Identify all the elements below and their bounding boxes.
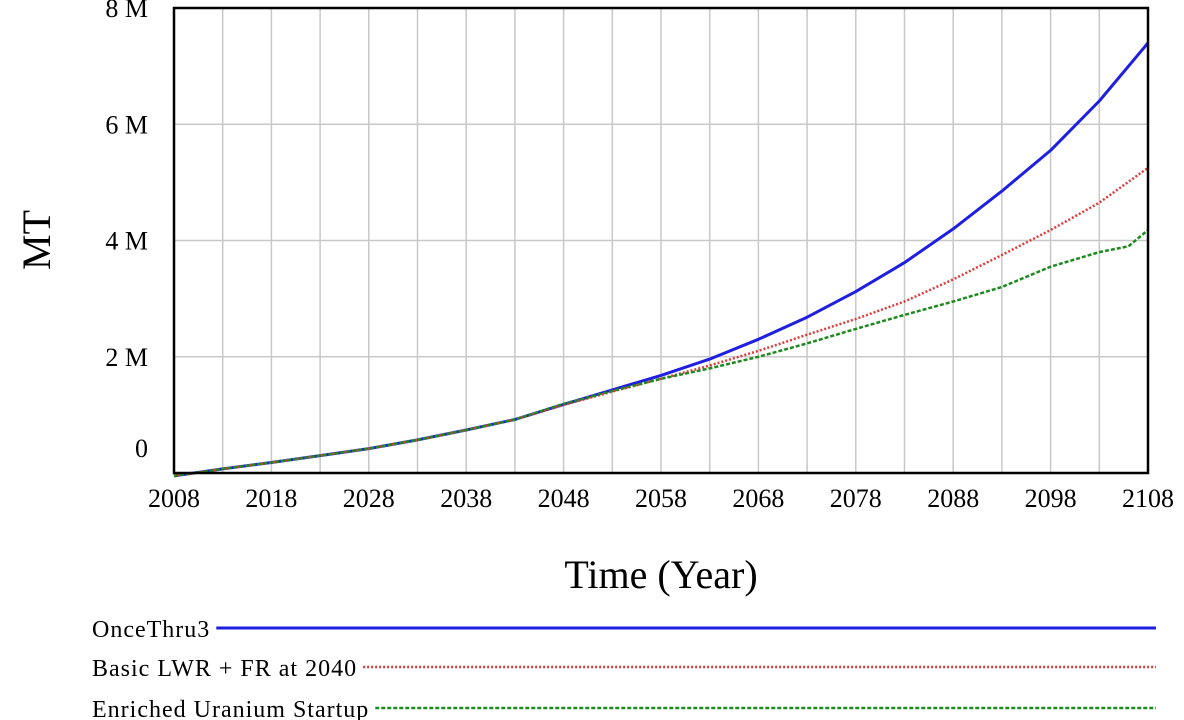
x-tick-label: 2078 [830, 484, 882, 513]
y-axis-tick-labels: 0 2 M 4 M 6 M 8 M [105, 0, 148, 463]
legend-label: Enriched Uranium Startup [92, 697, 369, 720]
x-tick-label: 2048 [538, 484, 590, 513]
x-tick-label: 2108 [1122, 484, 1174, 513]
y-tick-label: 2 M [105, 343, 148, 372]
y-tick-label: 4 M [105, 227, 148, 256]
legend: OnceThru3 Basic LWR + FR at 2040 Enriched … [92, 617, 1156, 720]
x-tick-label: 2038 [440, 484, 492, 513]
plot-frame [172, 6, 1150, 475]
y-tick-label: 0 [135, 434, 148, 463]
series-layer [173, 41, 1150, 478]
series-line-3 [173, 229, 1149, 478]
y-tick-label: 8 M [105, 0, 148, 23]
grid-lines [174, 8, 1148, 473]
x-tick-label: 2068 [732, 484, 784, 513]
y-axis-title: MT [14, 210, 59, 270]
x-tick-label: 2028 [343, 484, 395, 513]
x-axis-title: Time (Year) [564, 552, 757, 597]
legend-label: Basic LWR + FR at 2040 [92, 656, 357, 682]
x-tick-label: 2098 [1025, 484, 1077, 513]
y-tick-label: 6 M [105, 110, 148, 139]
x-tick-label: 2008 [148, 484, 200, 513]
series-line-2 [173, 166, 1149, 478]
x-tick-label: 2018 [245, 484, 297, 513]
x-tick-label: 2058 [635, 484, 687, 513]
x-axis-tick-labels: 2008 2018 2028 2038 2048 2058 2068 2078 2088 2098… [148, 484, 1174, 513]
legend-label: OnceThru3 [92, 617, 210, 643]
x-tick-label: 2088 [927, 484, 979, 513]
